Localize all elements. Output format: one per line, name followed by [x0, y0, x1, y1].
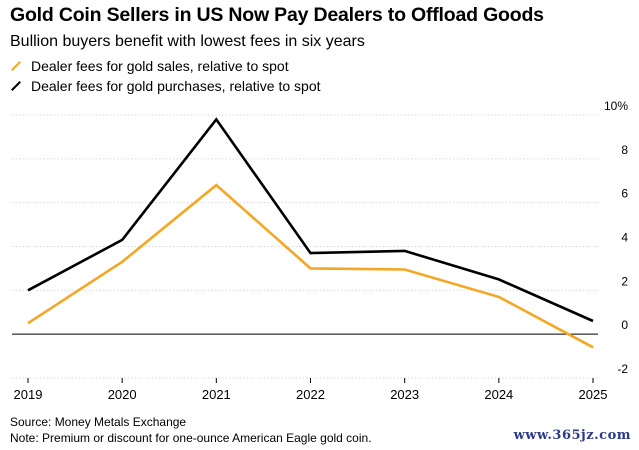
y-tick-label: 2 — [621, 274, 628, 288]
y-tick-label: 6 — [621, 187, 628, 201]
x-tick-label: 2025 — [579, 387, 608, 402]
series-line-sales — [27, 183, 594, 349]
y-tick-label: 8 — [621, 143, 628, 157]
legend-label-sales: Dealer fees for gold sales, relative to … — [31, 58, 289, 74]
x-tick-label: 2024 — [484, 387, 513, 402]
source-note: Source: Money Metals Exchange — [10, 415, 187, 429]
x-tick-label: 2020 — [108, 387, 137, 402]
x-tick-label: 2019 — [14, 387, 43, 402]
footnote: Note: Premium or discount for one-ounce … — [10, 431, 372, 445]
y-tick-label: 4 — [621, 231, 628, 245]
legend-item-sales: Dealer fees for gold sales, relative to … — [10, 56, 321, 76]
legend-item-purchases: Dealer fees for gold purchases, relative… — [10, 76, 321, 96]
chart-title: Gold Coin Sellers in US Now Pay Dealers … — [10, 4, 544, 26]
y-tick-label: 10% — [604, 99, 628, 113]
y-tick-label: 0 — [621, 318, 628, 332]
legend-label-purchases: Dealer fees for gold purchases, relative… — [31, 78, 321, 94]
chart-subtitle: Bullion buyers benefit with lowest fees … — [10, 33, 365, 50]
line-chart: 10% 8 6 4 2 0 -2 2019 2020 2021 2022 2023 2024 2025 — [12, 99, 628, 402]
watermark: www.365jz.com — [513, 428, 631, 443]
x-tick-label: 2022 — [296, 387, 325, 402]
series-line-purchases — [27, 117, 594, 323]
legend: Dealer fees for gold sales, relative to … — [10, 56, 321, 96]
y-tick-label: -2 — [617, 362, 628, 376]
x-tick-label: 2023 — [390, 387, 419, 402]
x-tick-label: 2021 — [202, 387, 231, 402]
footer: Source: Money Metals Exchange Note: Prem… — [10, 414, 372, 446]
